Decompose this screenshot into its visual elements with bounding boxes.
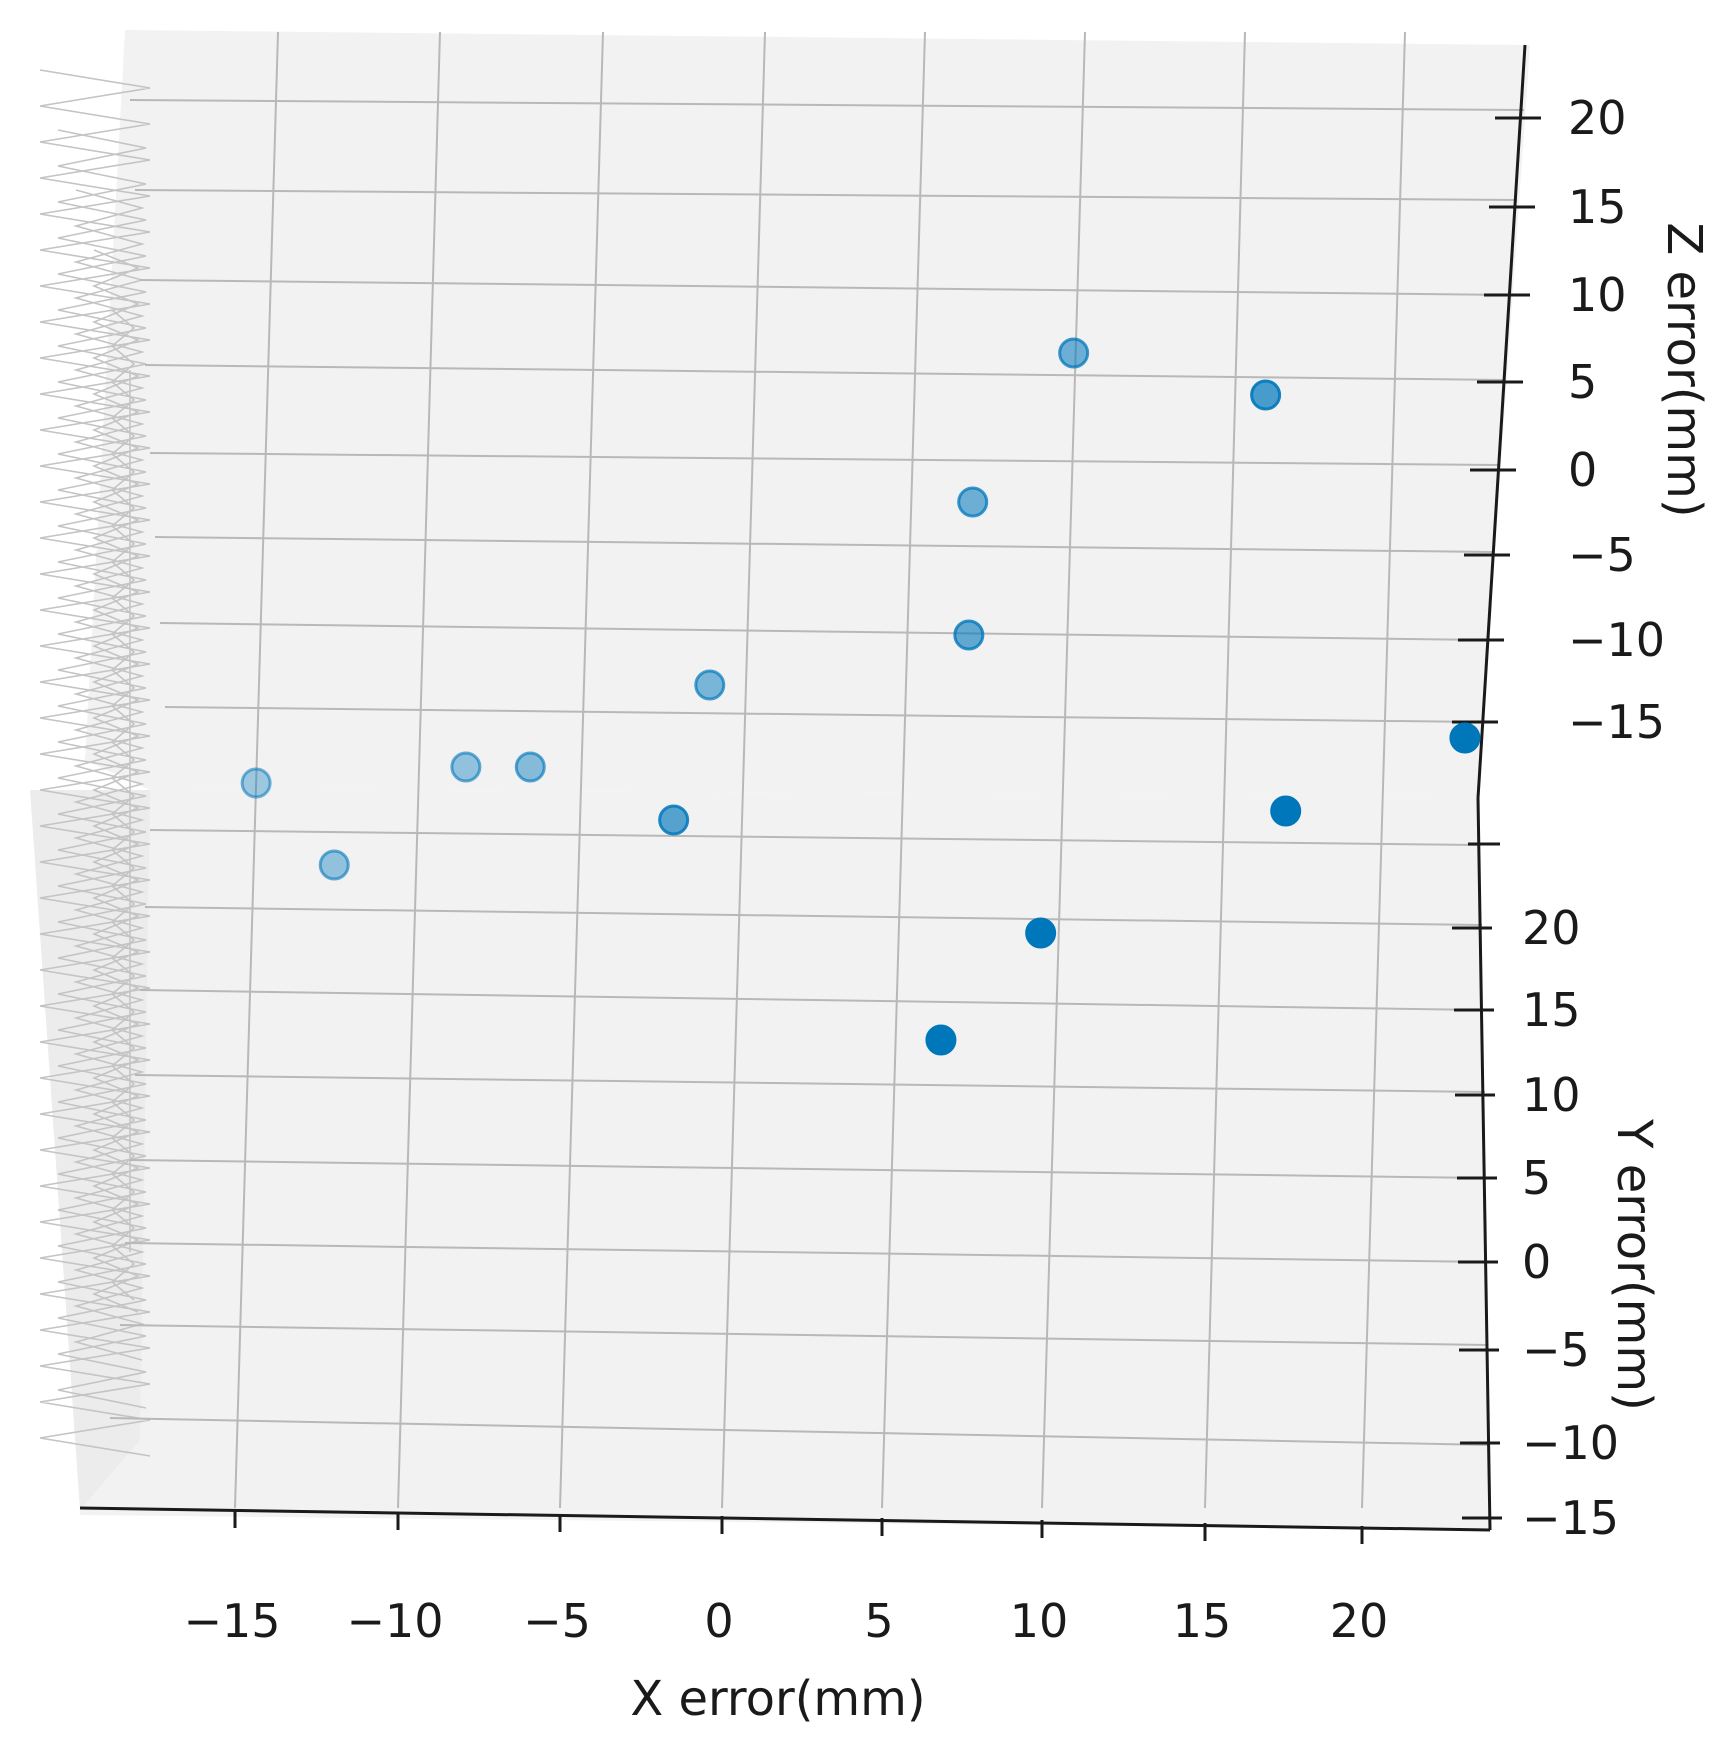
y-tick-label: 10 (1522, 1068, 1581, 1122)
y-tick-label: −10 (1522, 1416, 1619, 1470)
scatter-point (1270, 795, 1302, 827)
x-tick-label: 0 (704, 1594, 733, 1648)
scatter-point (953, 619, 985, 651)
y-gridline (144, 906, 1483, 926)
x-axis-label: X error(mm) (630, 1671, 925, 1727)
x-gridline (397, 31, 441, 1509)
x-tick-label: 5 (864, 1594, 893, 1648)
x-axis-line (79, 1506, 1491, 1532)
y-ticks: 20 15 10 5 0 −5 −10 −15 (1452, 842, 1619, 1545)
grid-zigzag-left (39, 69, 151, 1457)
scatter-point (318, 849, 350, 881)
z-gridline (139, 279, 1513, 296)
z-tick-label: 20 (1568, 91, 1627, 145)
back-pane-lower (80, 790, 1490, 1530)
y-gridline (109, 1417, 1491, 1446)
scatter-point (450, 751, 482, 783)
z-tick-label: −15 (1568, 695, 1665, 749)
x-tick-label: 10 (1010, 1594, 1069, 1648)
points (240, 337, 1481, 1056)
y-tick-label: −15 (1522, 1491, 1619, 1545)
z-tick-label: −5 (1568, 528, 1636, 582)
z-gridline (144, 364, 1506, 381)
scatter-point (1250, 379, 1282, 411)
z-gridline (154, 536, 1493, 553)
x-tick-label: 20 (1330, 1594, 1389, 1648)
x-tick-label: −15 (183, 1594, 280, 1648)
x-gridline (1361, 31, 1406, 1509)
y-gridline (134, 1074, 1486, 1093)
z-ticks: 20 15 10 5 0 −5 −10 −15 (1452, 91, 1665, 749)
z-tick-label: 10 (1568, 268, 1627, 322)
grid-zigzag-line (72, 189, 146, 1361)
z-tick-label: 15 (1568, 180, 1627, 234)
z-gridline (129, 99, 1525, 111)
x-tick-label: −10 (346, 1594, 443, 1648)
scatter-point (240, 767, 272, 799)
scatter-point (658, 804, 690, 836)
y-gridline (149, 829, 1481, 846)
x-gridline (721, 31, 766, 1509)
y-gridline (119, 1324, 1489, 1346)
z-gridline (134, 189, 1518, 201)
y-axis-line (1476, 797, 1492, 1531)
z-gridline (159, 622, 1487, 641)
x-gridline (1204, 31, 1246, 1509)
y-tick-label: 20 (1522, 901, 1581, 955)
scatter-point (1025, 917, 1057, 949)
z-tick-label: 5 (1568, 355, 1597, 409)
y-tick-label: 5 (1522, 1151, 1551, 1205)
y-tick-label: −5 (1522, 1323, 1590, 1377)
z-gridline (149, 452, 1499, 466)
z-tick-label: −10 (1568, 613, 1665, 667)
y-tick-label: 0 (1522, 1235, 1551, 1289)
z-axis-label: Z error(mm) (1656, 222, 1712, 517)
y-gridline (124, 1242, 1488, 1263)
x-tick-label: −5 (523, 1594, 591, 1648)
y-gridline (129, 1159, 1487, 1179)
z-axis-line (1476, 44, 1527, 799)
y-gridline (139, 989, 1484, 1011)
axes (79, 44, 1527, 1532)
y-tick-label: 15 (1522, 983, 1581, 1037)
scatter-point (957, 486, 989, 518)
back-pane-upper (85, 30, 1530, 795)
x-gridline (559, 31, 604, 1509)
scatter-point (925, 1024, 957, 1056)
x-ticks: −15 −10 −5 0 5 10 15 20 (183, 1510, 1388, 1648)
y-axis-label: Y error(mm) (1606, 1118, 1662, 1411)
scatter-point (514, 751, 546, 783)
left-side-pane (30, 790, 150, 1510)
x-gridline (881, 31, 926, 1509)
x-tick-label: 15 (1173, 1594, 1232, 1648)
z-tick-label: 0 (1568, 443, 1597, 497)
scatter-point (694, 669, 726, 701)
z-gridline (164, 706, 1481, 723)
scatter-point (1449, 722, 1481, 754)
scatter-point (1058, 337, 1090, 369)
x-gridline (1041, 31, 1086, 1509)
